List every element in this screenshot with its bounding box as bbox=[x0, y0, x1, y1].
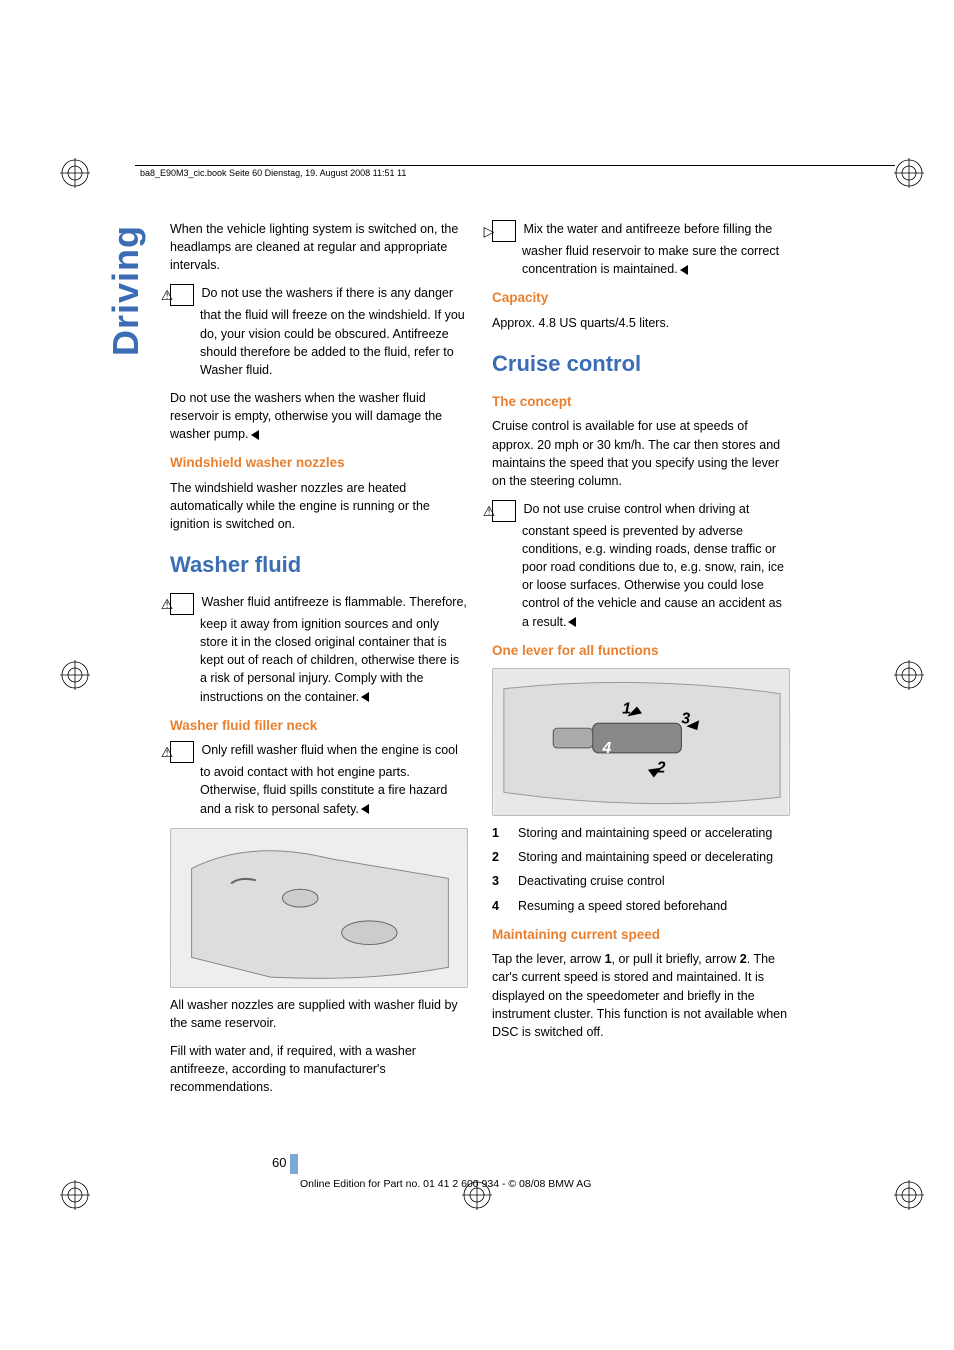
subheading: Windshield washer nozzles bbox=[170, 453, 468, 473]
subheading: One lever for all functions bbox=[492, 641, 790, 661]
warning-text: Only refill washer fluid when the engine… bbox=[200, 743, 458, 815]
end-marker-icon bbox=[568, 617, 576, 627]
header-rule bbox=[135, 165, 895, 166]
list-item: 1 Storing and maintaining speed or accele… bbox=[492, 824, 790, 842]
warning-icon: ⚠ bbox=[170, 741, 194, 763]
page-number: 60 bbox=[272, 1155, 286, 1170]
list-number: 3 bbox=[492, 872, 506, 890]
heading: Washer fluid bbox=[170, 549, 468, 581]
subheading: Washer fluid filler neck bbox=[170, 716, 468, 736]
list-item: 4 Resuming a speed stored beforehand bbox=[492, 897, 790, 915]
body-text: Approx. 4.8 US quarts/4.5 liters. bbox=[492, 314, 790, 332]
footer-text: Online Edition for Part no. 01 41 2 600 … bbox=[300, 1178, 591, 1190]
registration-mark bbox=[894, 158, 924, 188]
svg-text:4: 4 bbox=[602, 740, 612, 757]
subheading: Capacity bbox=[492, 288, 790, 308]
end-marker-icon bbox=[361, 804, 369, 814]
header-text: ba8_E90M3_cic.book Seite 60 Dienstag, 19… bbox=[140, 168, 406, 178]
warning-icon: ⚠ bbox=[492, 500, 516, 522]
registration-mark bbox=[894, 660, 924, 690]
list-item: 3 Deactivating cruise control bbox=[492, 872, 790, 890]
body-text: Fill with water and, if required, with a… bbox=[170, 1042, 468, 1096]
list-item: 2 Storing and maintaining speed or decele… bbox=[492, 848, 790, 866]
warning-text: Do not use the washers if there is any d… bbox=[200, 286, 465, 376]
body-text: When the vehicle lighting system is swit… bbox=[170, 220, 468, 274]
registration-mark bbox=[60, 1180, 90, 1210]
column-right: ▷ Mix the water and antifreeze before fi… bbox=[492, 220, 790, 1106]
warning-block: ⚠ Washer fluid antifreeze is flammable. … bbox=[170, 593, 468, 706]
warning-block: ⚠ Do not use cruise control when driving… bbox=[492, 500, 790, 631]
list-text: Deactivating cruise control bbox=[518, 872, 665, 890]
subheading: Maintaining current speed bbox=[492, 925, 790, 945]
numbered-list: 1 Storing and maintaining speed or accele… bbox=[492, 824, 790, 915]
list-text: Storing and maintaining speed or acceler… bbox=[518, 824, 772, 842]
registration-mark bbox=[894, 1180, 924, 1210]
figure-washer-reservoir bbox=[170, 828, 468, 988]
body-text: The windshield washer nozzles are heated… bbox=[170, 479, 468, 533]
registration-mark bbox=[60, 660, 90, 690]
column-left: When the vehicle lighting system is swit… bbox=[170, 220, 468, 1106]
heading: Cruise control bbox=[492, 348, 790, 380]
section-tab: Driving bbox=[105, 225, 147, 356]
list-text: Storing and maintaining speed or deceler… bbox=[518, 848, 773, 866]
body-text: Tap the lever, arrow 1, or pull it brief… bbox=[492, 950, 790, 1041]
list-text: Resuming a speed stored beforehand bbox=[518, 897, 727, 915]
list-number: 1 bbox=[492, 824, 506, 842]
body-text: Cruise control is available for use at s… bbox=[492, 417, 790, 490]
list-number: 4 bbox=[492, 897, 506, 915]
registration-mark bbox=[60, 158, 90, 188]
page-number-marker bbox=[290, 1154, 298, 1174]
info-block: ▷ Mix the water and antifreeze before fi… bbox=[492, 220, 790, 278]
warning-block: ⚠ Do not use the washers if there is any… bbox=[170, 284, 468, 379]
warning-icon: ⚠ bbox=[170, 593, 194, 615]
end-marker-icon bbox=[680, 265, 688, 275]
page-content: When the vehicle lighting system is swit… bbox=[170, 220, 790, 1106]
warning-text: Do not use the washers when the washer f… bbox=[170, 389, 468, 443]
subheading: The concept bbox=[492, 392, 790, 412]
warning-block: ⚠ Only refill washer fluid when the engi… bbox=[170, 741, 468, 817]
figure-cruise-lever: 1 3 4 2 bbox=[492, 668, 790, 816]
end-marker-icon bbox=[361, 692, 369, 702]
info-icon: ▷ bbox=[492, 220, 516, 242]
svg-text:3: 3 bbox=[681, 710, 690, 727]
warning-text: Washer fluid antifreeze is flammable. Th… bbox=[200, 595, 467, 704]
warning-icon: ⚠ bbox=[170, 284, 194, 306]
info-text: Mix the water and antifreeze before fill… bbox=[522, 222, 779, 276]
list-number: 2 bbox=[492, 848, 506, 866]
body-text: All washer nozzles are supplied with was… bbox=[170, 996, 468, 1032]
warning-text: Do not use cruise control when driving a… bbox=[522, 502, 784, 629]
end-marker-icon bbox=[251, 430, 259, 440]
